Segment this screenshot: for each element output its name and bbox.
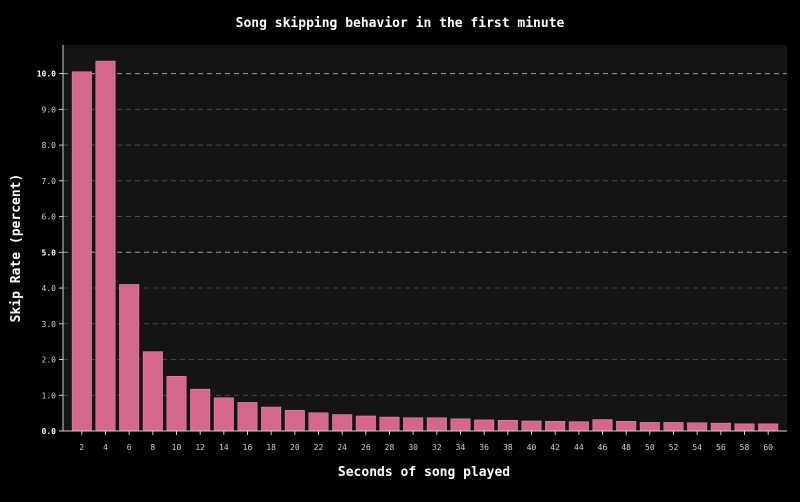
plot-background <box>63 45 787 431</box>
bar <box>663 422 684 432</box>
bar <box>474 419 495 432</box>
gridlines <box>63 73 787 396</box>
bar <box>213 397 234 432</box>
y-axis-label: Skip Rate (percent) <box>9 174 24 323</box>
x-tick-label: 6 <box>127 443 132 452</box>
x-tick-label: 20 <box>290 443 300 452</box>
x-tick-label: 12 <box>195 443 205 452</box>
x-tick-label: 46 <box>598 443 608 452</box>
y-tick-label: 4.0 <box>42 284 57 293</box>
bar <box>403 417 424 432</box>
bar <box>190 388 211 432</box>
bar <box>687 422 708 432</box>
x-tick-label: 22 <box>314 443 324 452</box>
x-tick-label: 32 <box>432 443 442 452</box>
bar <box>497 419 518 432</box>
x-tick-label: 52 <box>669 443 679 452</box>
y-tick-label: 6.0 <box>42 213 57 222</box>
bar <box>119 284 140 432</box>
bars <box>71 60 779 432</box>
bar <box>71 71 92 432</box>
x-tick-label: 24 <box>337 443 347 452</box>
x-tick-label: 50 <box>645 443 655 452</box>
y-tick-label: 10.0 <box>37 70 56 79</box>
y-tick-label: 0.0 <box>42 427 57 436</box>
bar <box>284 409 305 432</box>
bar <box>166 376 187 432</box>
x-tick-label: 60 <box>763 443 773 452</box>
bar <box>734 423 755 432</box>
y-tick-label: 7.0 <box>42 177 57 186</box>
bar <box>592 419 613 432</box>
y-tick-label: 3.0 <box>42 320 57 329</box>
y-tick-label: 8.0 <box>42 141 57 150</box>
x-tick-label: 48 <box>621 443 631 452</box>
x-axis-label: Seconds of song played <box>338 465 510 480</box>
y-tick-label: 2.0 <box>42 356 57 365</box>
x-tick-label: 16 <box>243 443 253 452</box>
bar <box>521 420 542 432</box>
bar <box>142 351 163 432</box>
x-tick-label: 42 <box>550 443 560 452</box>
bar <box>379 416 400 432</box>
chart-title: Song skipping behavior in the first minu… <box>236 16 565 31</box>
bar <box>332 414 353 432</box>
bar <box>261 406 282 432</box>
bar <box>95 60 116 432</box>
x-tick-label: 58 <box>740 443 750 452</box>
x-tick-label: 18 <box>266 443 276 452</box>
bar <box>237 402 258 432</box>
x-tick-label: 38 <box>503 443 513 452</box>
bar <box>426 417 447 432</box>
x-tick-label: 40 <box>527 443 537 452</box>
y-tick-label: 9.0 <box>42 105 57 114</box>
bar <box>450 418 471 432</box>
x-tick-label: 26 <box>361 443 371 452</box>
x-tick-label: 8 <box>150 443 155 452</box>
bar <box>758 423 779 432</box>
y-tick-label: 1.0 <box>42 391 57 400</box>
bar <box>710 422 731 432</box>
x-tick-label: 56 <box>716 443 726 452</box>
x-tick-label: 2 <box>79 443 84 452</box>
y-tick-label: 5.0 <box>42 248 57 257</box>
x-tick-label: 54 <box>692 443 702 452</box>
bar <box>568 421 589 432</box>
x-tick-label: 44 <box>574 443 584 452</box>
bar <box>639 422 660 432</box>
bar <box>355 415 376 432</box>
x-tick-label: 4 <box>103 443 108 452</box>
y-axis-ticks: 0.0 1.0 2.0 3.0 4.0 5.0 6.0 7.0 8.0 9.0 10.0 <box>37 70 63 436</box>
x-tick-label: 34 <box>456 443 466 452</box>
x-tick-label: 36 <box>479 443 489 452</box>
x-tick-label: 10 <box>172 443 182 452</box>
x-tick-label: 14 <box>219 443 229 452</box>
x-axis-ticks: 2 4 6 8 10 12 14 16 18 20 22 24 26 28 30 32 34 36 38 40 42 44… <box>79 431 773 452</box>
bar <box>308 412 329 432</box>
bar <box>616 421 637 432</box>
x-tick-label: 30 <box>408 443 418 452</box>
bar <box>545 421 566 432</box>
x-tick-label: 28 <box>385 443 395 452</box>
